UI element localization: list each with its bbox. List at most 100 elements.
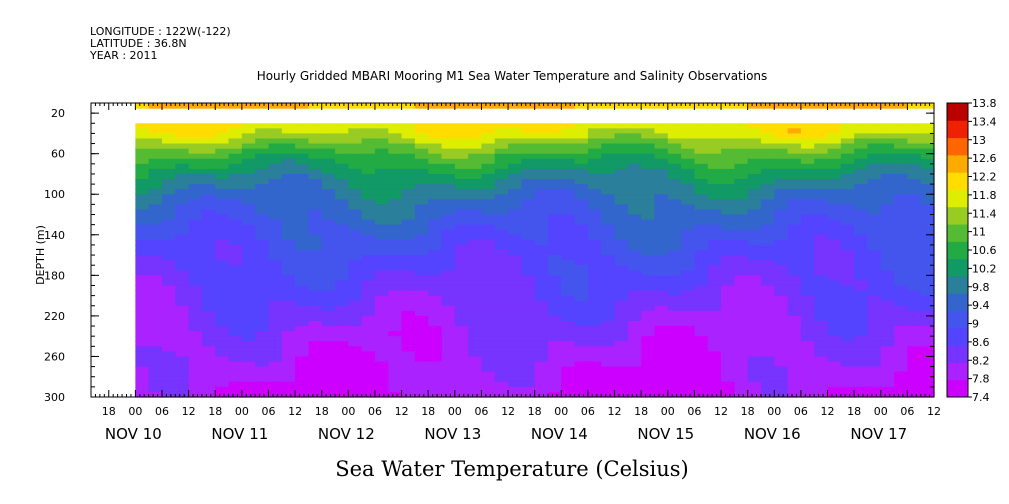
heatmap-cell [840,204,855,211]
heatmap-cell [428,204,443,211]
heatmap-cell [787,244,802,251]
heatmap-cell [880,356,895,363]
heatmap-cell [814,123,829,129]
heatmap-cell [255,158,270,165]
heatmap-cell [827,280,842,287]
heatmap-cell [175,310,190,317]
heatmap-cell [308,244,323,251]
heatmap-cell [814,315,829,322]
heatmap-cell [734,326,749,332]
heatmap-cell [721,326,735,332]
heatmap-cell [521,158,536,165]
heatmap-cell [161,310,176,317]
heatmap-cell [894,356,908,363]
heatmap-cell [454,275,469,282]
heatmap-cell [295,128,310,135]
heatmap-cell [241,189,256,195]
heatmap-cell [268,315,283,322]
heatmap-cell [228,305,243,312]
heatmap-cell [867,209,882,216]
heatmap-cell [787,381,802,388]
heatmap-cell [641,341,656,347]
heatmap-cell [215,168,230,175]
heatmap-cell [135,331,150,337]
heatmap-cell [241,229,256,236]
heatmap-cell [295,184,310,190]
heatmap-cell [840,133,855,140]
heatmap-cell [255,356,270,363]
heatmap-cell [894,341,908,347]
heatmap-cell [494,260,509,266]
heatmap-cell [814,331,829,337]
heatmap-cell [175,214,190,221]
heatmap-cell [308,265,323,271]
heatmap-cell [667,224,682,231]
heatmap-cell [721,305,735,312]
heatmap-cell [494,315,509,322]
heatmap-cell [374,168,389,175]
heatmap-cell [800,386,815,393]
heatmap-cell [521,143,536,150]
heatmap-cell [454,239,469,246]
heatmap-cell [787,224,802,231]
heatmap-cell [414,163,429,170]
heatmap-cell [547,341,562,347]
heatmap-cell [561,229,576,236]
heatmap-cell [561,265,576,271]
heatmap-cell [335,229,349,236]
heatmap-cell [268,138,283,145]
heatmap-cell [547,128,562,135]
heatmap-cell [361,204,376,211]
heatmap-cell [787,295,802,302]
heatmap-cell [321,148,336,155]
heatmap-cell [441,295,456,302]
heatmap-cell [374,371,389,378]
heatmap-cell [228,189,243,195]
x-hour-label: 00 [874,405,888,418]
heatmap-cell [800,153,815,160]
heatmap-cell [601,194,616,200]
heatmap-cell [587,199,602,205]
heatmap-cell [561,361,576,368]
heatmap-cell [201,336,216,342]
heatmap-cell [481,310,496,317]
heatmap-cell [747,361,762,368]
heatmap-cell [681,128,696,135]
heatmap-cell [175,351,190,358]
heatmap-cell [428,265,443,271]
heatmap-cell [521,148,536,155]
heatmap-cell [521,381,536,388]
heatmap-cell [255,346,270,352]
heatmap-cell [681,336,696,342]
heatmap-cell [574,280,589,287]
heatmap-cell [561,391,576,398]
heatmap-cell [654,320,669,327]
heatmap-cell [414,133,429,140]
heatmap-cell [880,326,895,332]
heatmap-cell [920,376,935,383]
heatmap-cell [508,356,522,363]
heatmap-cell [774,173,789,180]
heatmap-cell [601,163,616,170]
heatmap-cell [614,366,629,373]
heatmap-cell [401,204,416,211]
heatmap-cell [734,361,749,368]
heatmap-cell [641,290,656,297]
heatmap-cell [481,391,496,398]
heatmap-cell [441,189,456,195]
heatmap-cell [454,381,469,388]
heatmap-cell [494,224,509,231]
heatmap-cell [614,224,629,231]
heatmap-cell [281,229,296,236]
heatmap-cell [574,219,589,226]
heatmap-cell [321,224,336,231]
heatmap-cell [441,239,456,246]
heatmap-cell [148,356,163,363]
heatmap-cell [627,265,642,271]
heatmap-cell [481,153,496,160]
heatmap-cell [601,214,616,221]
heatmap-cell [734,391,749,398]
heatmap-cell [361,153,376,160]
heatmap-cell [521,331,536,337]
heatmap-cell [681,275,696,282]
